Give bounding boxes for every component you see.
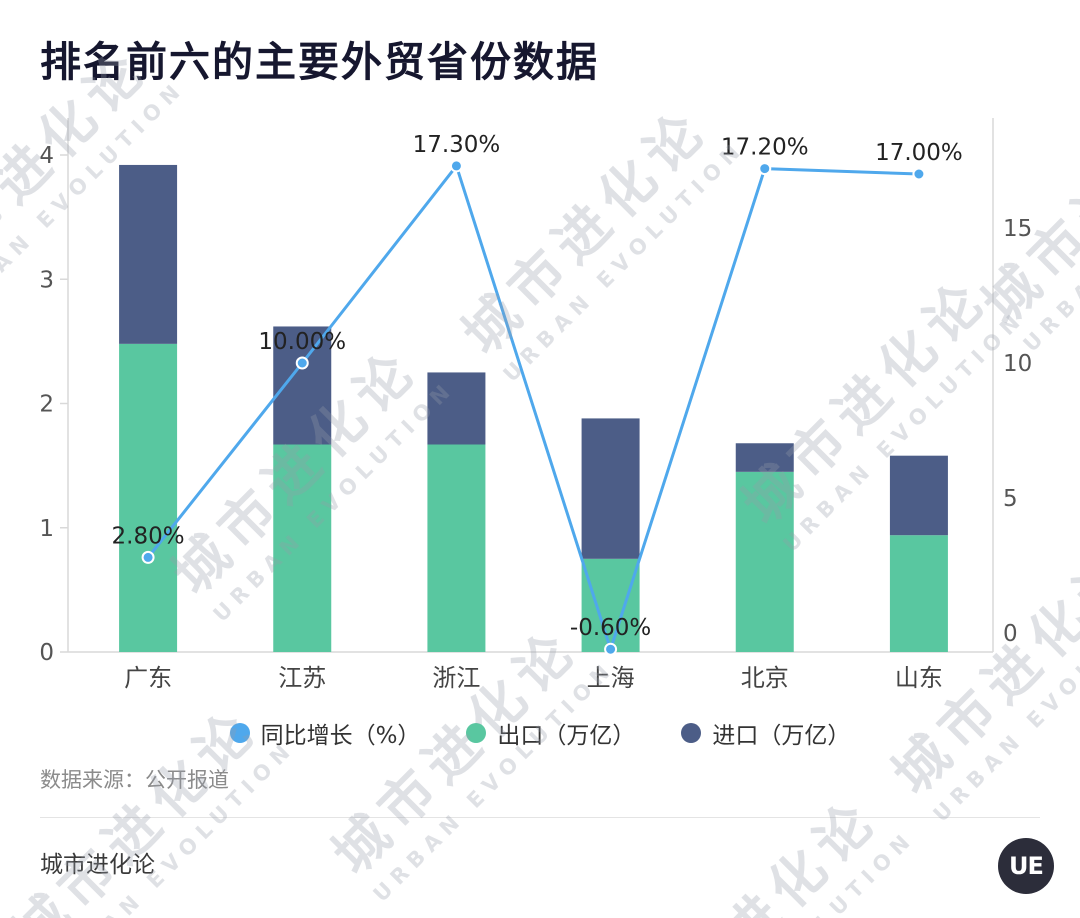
growth-point-label: 2.80% bbox=[112, 523, 185, 549]
footer-divider bbox=[40, 817, 1040, 818]
legend-item: 出口（万亿） bbox=[466, 716, 635, 750]
export-bar bbox=[889, 535, 948, 652]
legend-marker bbox=[229, 723, 250, 743]
legend-item: 同比增长（%） bbox=[229, 716, 421, 750]
legend-label: 出口（万亿） bbox=[497, 723, 636, 749]
chart-legend: 同比增长（%） 出口（万亿） 进口（万亿） bbox=[0, 716, 1080, 750]
left-tick-label: 1 bbox=[39, 516, 54, 542]
growth-point bbox=[758, 162, 772, 176]
growth-point-label: 17.30% bbox=[413, 132, 501, 158]
growth-point bbox=[295, 356, 309, 370]
import-bar bbox=[735, 443, 794, 472]
growth-point-label: 17.00% bbox=[875, 140, 963, 166]
legend-label: 进口（万亿） bbox=[712, 723, 851, 749]
page-title: 排名前六的主要外贸省份数据 bbox=[40, 38, 599, 86]
growth-point bbox=[449, 159, 463, 173]
import-bar bbox=[119, 164, 178, 344]
footer-brand: 城市进化论 bbox=[40, 852, 155, 878]
export-bar bbox=[581, 558, 640, 652]
left-tick-label: 2 bbox=[39, 392, 54, 418]
left-tick-label: 4 bbox=[39, 143, 54, 169]
data-source-note: 数据来源：公开报道 bbox=[40, 768, 229, 792]
import-bar bbox=[581, 418, 640, 559]
right-tick-label: 15 bbox=[1003, 216, 1032, 242]
right-tick-label: 0 bbox=[1003, 621, 1018, 647]
export-bar bbox=[735, 471, 794, 652]
growth-point-label: -0.60% bbox=[570, 615, 651, 641]
category-label: 山东 bbox=[895, 664, 943, 692]
growth-point bbox=[141, 550, 155, 564]
export-bar bbox=[119, 343, 178, 652]
growth-point-label: 17.20% bbox=[721, 135, 809, 161]
category-label: 广东 bbox=[124, 664, 172, 692]
right-tick-label: 10 bbox=[1003, 351, 1032, 377]
ue-logo: UE bbox=[998, 838, 1054, 894]
legend-item: 进口（万亿） bbox=[681, 716, 850, 750]
legend-marker bbox=[466, 723, 487, 743]
legend-marker bbox=[681, 723, 702, 743]
category-label: 浙江 bbox=[432, 664, 480, 692]
import-bar bbox=[889, 455, 948, 536]
growth-point bbox=[604, 642, 618, 656]
category-label: 上海 bbox=[587, 664, 635, 692]
import-bar bbox=[427, 372, 486, 445]
category-label: 北京 bbox=[741, 664, 789, 692]
export-bar bbox=[273, 444, 332, 652]
left-tick-label: 0 bbox=[39, 640, 54, 666]
legend-label: 同比增长（%） bbox=[260, 723, 421, 749]
right-tick-label: 5 bbox=[1003, 486, 1018, 512]
export-bar bbox=[427, 444, 486, 652]
left-tick-label: 3 bbox=[39, 267, 54, 293]
growth-line bbox=[146, 164, 919, 651]
category-label: 江苏 bbox=[278, 664, 326, 692]
growth-point-label: 10.00% bbox=[258, 329, 346, 355]
growth-point bbox=[912, 167, 926, 181]
